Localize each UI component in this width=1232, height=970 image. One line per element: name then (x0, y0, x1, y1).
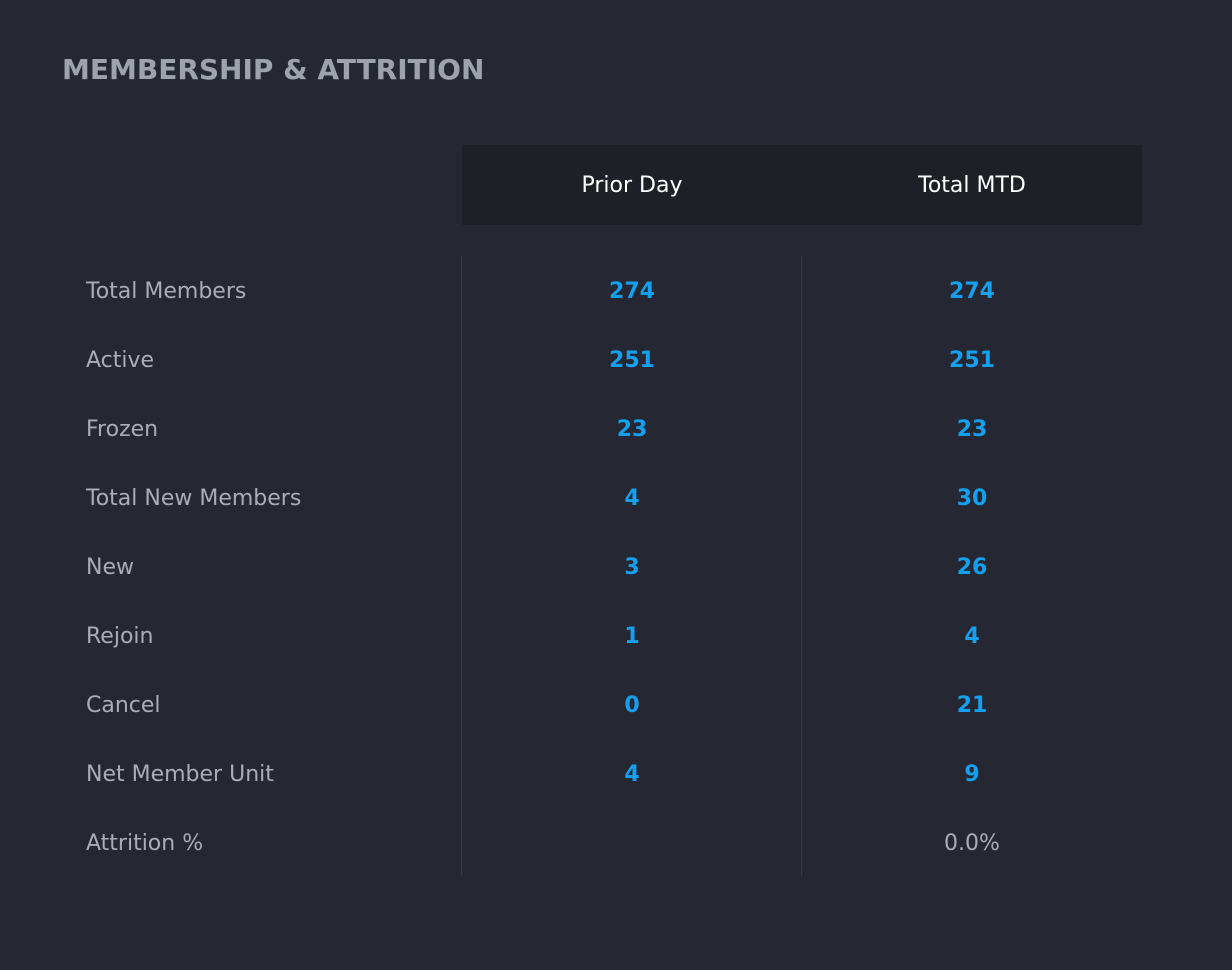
row-label: Frozen (86, 417, 159, 442)
total-mtd-value: 4 (964, 624, 980, 649)
prior-day-value: 23 (616, 417, 648, 442)
row-label: Net Member Unit (86, 762, 274, 787)
total-mtd-value: 21 (956, 693, 988, 718)
total-mtd-value: 30 (956, 486, 988, 511)
column-header-total-mtd: Total MTD (918, 172, 1026, 198)
total-mtd-value: 26 (956, 555, 988, 580)
column-divider-left (461, 256, 462, 876)
row-label: Total New Members (86, 486, 302, 511)
table-row-attrition-percent: Attrition % 0.0% (0, 809, 1232, 878)
prior-day-value: 4 (624, 486, 640, 511)
row-label: Active (86, 348, 155, 373)
table-row-total-members: Total Members 274 274 (0, 257, 1232, 326)
table-row-rejoin: Rejoin 1 4 (0, 602, 1232, 671)
prior-day-value: 1 (624, 624, 640, 649)
prior-day-value: 3 (624, 555, 640, 580)
table-row-total-new-members: Total New Members 4 30 (0, 464, 1232, 533)
table-header: Prior Day Total MTD (462, 145, 1142, 225)
prior-day-value: 251 (609, 348, 655, 373)
row-label: Rejoin (86, 624, 154, 649)
panel-title: MEMBERSHIP & ATTRITION (62, 53, 485, 86)
row-label: Cancel (86, 693, 161, 718)
total-mtd-value: 274 (949, 279, 995, 304)
prior-day-value: 4 (624, 762, 640, 787)
column-header-prior-day: Prior Day (581, 172, 683, 198)
table-row-net-member-unit: Net Member Unit 4 9 (0, 740, 1232, 809)
column-divider-middle (801, 256, 802, 876)
total-mtd-value: 0.0% (944, 831, 1000, 856)
table-row-cancel: Cancel 0 21 (0, 671, 1232, 740)
row-label: New (86, 555, 134, 580)
row-label: Total Members (86, 279, 247, 304)
table-row-new: New 3 26 (0, 533, 1232, 602)
metrics-table: Total Members 274 274 Active 251 251 Fro… (0, 257, 1232, 878)
row-label: Attrition % (86, 831, 204, 856)
table-row-frozen: Frozen 23 23 (0, 395, 1232, 464)
total-mtd-value: 251 (949, 348, 995, 373)
prior-day-value: 274 (609, 279, 655, 304)
total-mtd-value: 9 (964, 762, 980, 787)
table-row-active: Active 251 251 (0, 326, 1232, 395)
total-mtd-value: 23 (956, 417, 988, 442)
prior-day-value: 0 (624, 693, 640, 718)
prior-day-value (462, 809, 802, 878)
